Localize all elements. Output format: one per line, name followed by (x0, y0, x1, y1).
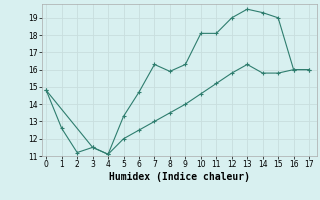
X-axis label: Humidex (Indice chaleur): Humidex (Indice chaleur) (109, 172, 250, 182)
